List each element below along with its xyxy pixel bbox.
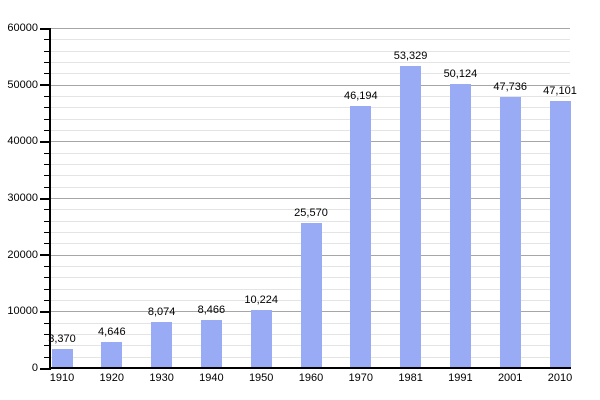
y-axis-tick-label: 0 [31, 362, 38, 374]
gridline-minor [50, 50, 570, 52]
x-axis-tick-label: 1970 [348, 372, 374, 384]
bar-value-label: 47,101 [543, 85, 577, 98]
y-tick-mark-minor [44, 175, 50, 177]
y-tick-mark-major [40, 197, 50, 200]
y-tick-mark-minor [44, 300, 50, 301]
bar-value-label: 8,074 [147, 306, 176, 319]
bar-1950 [250, 310, 272, 368]
x-axis-tick-label: 1920 [99, 372, 125, 384]
gridline-major [50, 141, 570, 143]
bar-value-label: 47,736 [493, 81, 528, 94]
bar-1920 [101, 341, 123, 368]
gridline-minor [50, 107, 570, 109]
y-tick-mark-minor [44, 39, 50, 41]
y-tick-mark-major [40, 367, 50, 370]
y-tick-mark-minor [44, 118, 50, 120]
x-axis-line [49, 367, 571, 369]
x-axis-tick-label: 1960 [298, 372, 324, 384]
x-axis-tick-label: 1930 [149, 372, 174, 384]
y-tick-mark-minor [44, 288, 50, 290]
bar-1930 [151, 322, 173, 368]
x-axis-tick-label: 1950 [248, 372, 274, 384]
y-tick-mark-major [40, 140, 50, 143]
bar-1940 [200, 320, 222, 368]
bar-value-label: 4,646 [98, 325, 126, 338]
gridline-major [50, 84, 570, 86]
bar-1970 [350, 106, 372, 368]
y-tick-mark-minor [44, 356, 50, 358]
x-axis-tick-label: 2001 [497, 372, 523, 384]
gridline-minor [50, 175, 570, 177]
y-tick-mark-minor [44, 164, 50, 165]
y-tick-mark-minor [44, 243, 50, 245]
bar-1910 [51, 348, 73, 368]
gridline-minor [50, 209, 570, 211]
x-axis-tick-label: 1981 [398, 372, 423, 384]
y-tick-mark-minor [44, 209, 50, 211]
bar-value-label: 3,370 [48, 332, 76, 345]
y-tick-mark-major [40, 254, 50, 257]
x-axis-tick-label: 2010 [547, 372, 573, 384]
bar-1991 [449, 83, 471, 368]
y-axis-tick-label: 50000 [7, 78, 38, 91]
bar-1960 [300, 223, 322, 368]
y-tick-mark-minor [44, 266, 50, 267]
x-axis-tick-label: 1940 [199, 372, 224, 384]
y-axis-tick-label: 30000 [7, 192, 38, 204]
y-axis-tick-label: 40000 [7, 135, 38, 148]
bar-value-label: 8,466 [197, 304, 226, 317]
y-tick-mark-minor [44, 322, 50, 324]
bar-value-label: 53,329 [393, 49, 428, 62]
bar-value-label: 10,224 [244, 294, 279, 307]
gridline-major [50, 198, 570, 199]
y-tick-mark-minor [44, 107, 50, 109]
gridline-minor [50, 73, 570, 75]
y-tick-mark-minor [44, 62, 50, 63]
gridline-minor [50, 130, 570, 131]
bar-value-label: 25,570 [294, 207, 328, 220]
gridline-minor [50, 96, 570, 97]
gridline-minor [50, 152, 570, 154]
y-tick-mark-minor [44, 152, 50, 154]
y-tick-mark-major [40, 310, 50, 313]
bar-value-label: 46,194 [343, 90, 378, 103]
y-tick-mark-minor [44, 186, 50, 188]
y-tick-mark-major [40, 84, 50, 87]
gridline-minor [50, 220, 570, 222]
gridline-minor [50, 118, 570, 120]
gridline-minor [50, 186, 570, 188]
y-tick-mark-minor [44, 96, 50, 97]
y-tick-mark-minor [44, 73, 50, 75]
y-tick-mark-major [40, 27, 50, 30]
y-tick-mark-minor [44, 334, 50, 335]
y-axis-tick-label: 60000 [7, 22, 38, 34]
y-tick-mark-minor [44, 50, 50, 52]
bar-1981 [400, 65, 422, 368]
bar-value-label: 50,124 [443, 67, 478, 80]
x-axis-tick-label: 1991 [448, 372, 473, 384]
gridline-major [50, 28, 570, 29]
y-tick-mark-minor [44, 130, 50, 131]
y-axis-tick-label: 10000 [7, 305, 38, 318]
y-tick-mark-minor [44, 220, 50, 222]
y-tick-mark-minor [44, 277, 50, 279]
gridline-minor [50, 164, 570, 165]
gridline-minor [50, 62, 570, 63]
y-tick-mark-minor [44, 345, 50, 347]
x-axis-tick-label: 1910 [49, 372, 75, 384]
y-axis-line [49, 28, 51, 370]
y-tick-mark-minor [44, 232, 50, 233]
y-axis-tick-label: 20000 [7, 248, 38, 261]
gridline-minor [50, 39, 570, 41]
bar-2001 [499, 97, 521, 368]
bar-2010 [549, 101, 571, 368]
